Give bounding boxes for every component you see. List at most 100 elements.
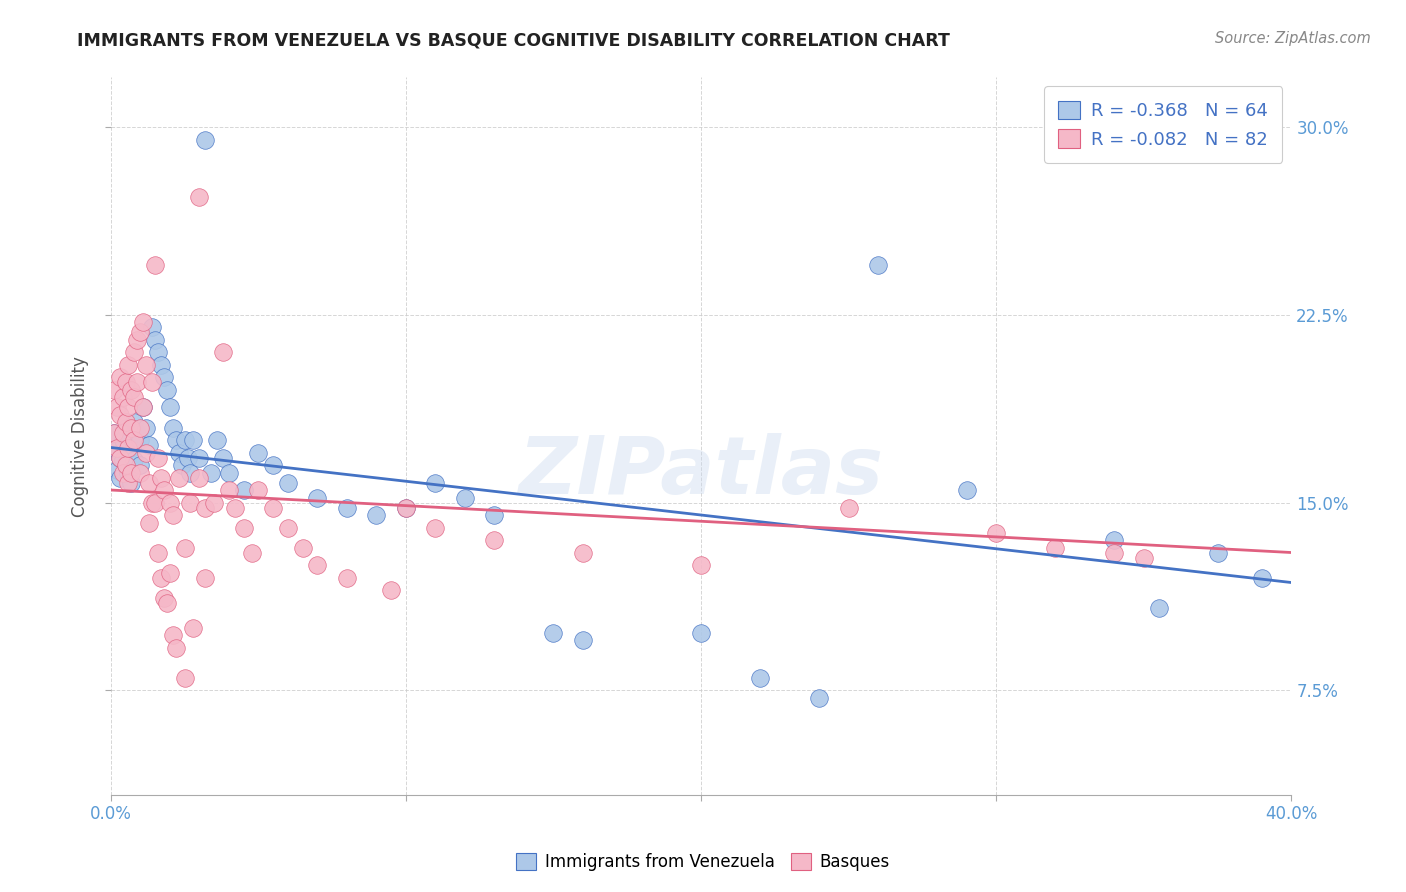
Point (141, 495, 163, 509)
Point (103, 383, 125, 397)
Point (218, 483, 240, 497)
Point (156, 595, 179, 609)
Point (111, 391, 134, 405)
Point (153, 370, 176, 384)
Point (129, 433, 152, 447)
Point (194, 570, 217, 584)
Point (194, 500, 217, 515)
Point (135, 445, 157, 459)
Point (111, 453, 134, 467)
Point (138, 516, 160, 530)
Point (117, 401, 139, 415)
Point (124, 433, 146, 447)
Point (380, 582, 402, 597)
Text: ZIPatlas: ZIPatlas (519, 434, 883, 511)
Point (188, 470, 211, 484)
Point (956, 483, 979, 497)
Point (484, 533, 506, 547)
Point (454, 491, 477, 505)
Point (105, 401, 128, 415)
Point (143, 495, 166, 509)
Point (167, 445, 190, 459)
Point (129, 466, 152, 480)
Point (117, 433, 139, 447)
Point (188, 190, 211, 204)
Point (262, 458, 284, 472)
Point (159, 495, 181, 509)
Point (307, 491, 329, 505)
Point (114, 458, 136, 472)
Point (218, 466, 240, 480)
Point (103, 425, 125, 440)
Point (188, 450, 211, 465)
Point (127, 425, 149, 440)
Legend: Immigrants from Venezuela, Basques: Immigrants from Venezuela, Basques (508, 845, 898, 880)
Text: IMMIGRANTS FROM VENEZUELA VS BASQUE COGNITIVE DISABILITY CORRELATION CHART: IMMIGRANTS FROM VENEZUELA VS BASQUE COGN… (77, 31, 950, 49)
Point (111, 466, 134, 480)
Point (484, 508, 506, 522)
Point (749, 671, 772, 685)
Point (159, 401, 181, 415)
Point (111, 433, 134, 447)
Point (129, 326, 152, 340)
Point (146, 345, 169, 359)
Point (105, 441, 128, 455)
Point (162, 420, 184, 434)
Point (200, 466, 222, 480)
Point (117, 466, 139, 480)
Point (202, 495, 225, 509)
Point (120, 383, 142, 397)
Point (146, 450, 169, 465)
Legend: R = -0.368   N = 64, R = -0.082   N = 82: R = -0.368 N = 64, R = -0.082 N = 82 (1045, 87, 1282, 163)
Point (114, 376, 136, 390)
Point (132, 401, 155, 415)
Point (141, 376, 163, 390)
Point (138, 475, 160, 490)
Point (194, 133, 217, 147)
Point (173, 541, 195, 555)
Point (162, 628, 184, 642)
Point (232, 520, 254, 534)
Point (108, 450, 131, 465)
Point (127, 376, 149, 390)
Point (179, 495, 201, 509)
Point (135, 420, 157, 434)
Point (425, 475, 447, 490)
Point (307, 558, 329, 572)
Point (1147, 600, 1170, 615)
Point (165, 433, 187, 447)
Point (336, 570, 359, 584)
Point (149, 470, 172, 484)
Point (108, 370, 131, 384)
Point (127, 333, 149, 347)
Point (838, 500, 860, 515)
Point (1102, 545, 1125, 559)
Point (120, 420, 142, 434)
Point (117, 475, 139, 490)
Point (808, 690, 831, 705)
Point (1102, 533, 1125, 547)
Point (114, 416, 136, 430)
Point (690, 558, 713, 572)
Point (141, 320, 163, 334)
Point (146, 545, 169, 559)
Point (986, 525, 1008, 540)
Text: Source: ZipAtlas.com: Source: ZipAtlas.com (1215, 31, 1371, 46)
Point (132, 316, 155, 330)
Point (117, 441, 139, 455)
Point (690, 625, 713, 640)
Point (108, 408, 131, 422)
Point (124, 453, 146, 467)
Point (232, 483, 254, 497)
Point (183, 621, 205, 635)
Point (183, 433, 205, 447)
Point (1206, 545, 1229, 559)
Point (247, 483, 270, 497)
Point (336, 500, 359, 515)
Point (162, 508, 184, 522)
Point (149, 570, 172, 584)
Point (135, 358, 157, 372)
Point (205, 433, 228, 447)
Point (129, 458, 152, 472)
Point (105, 463, 128, 477)
